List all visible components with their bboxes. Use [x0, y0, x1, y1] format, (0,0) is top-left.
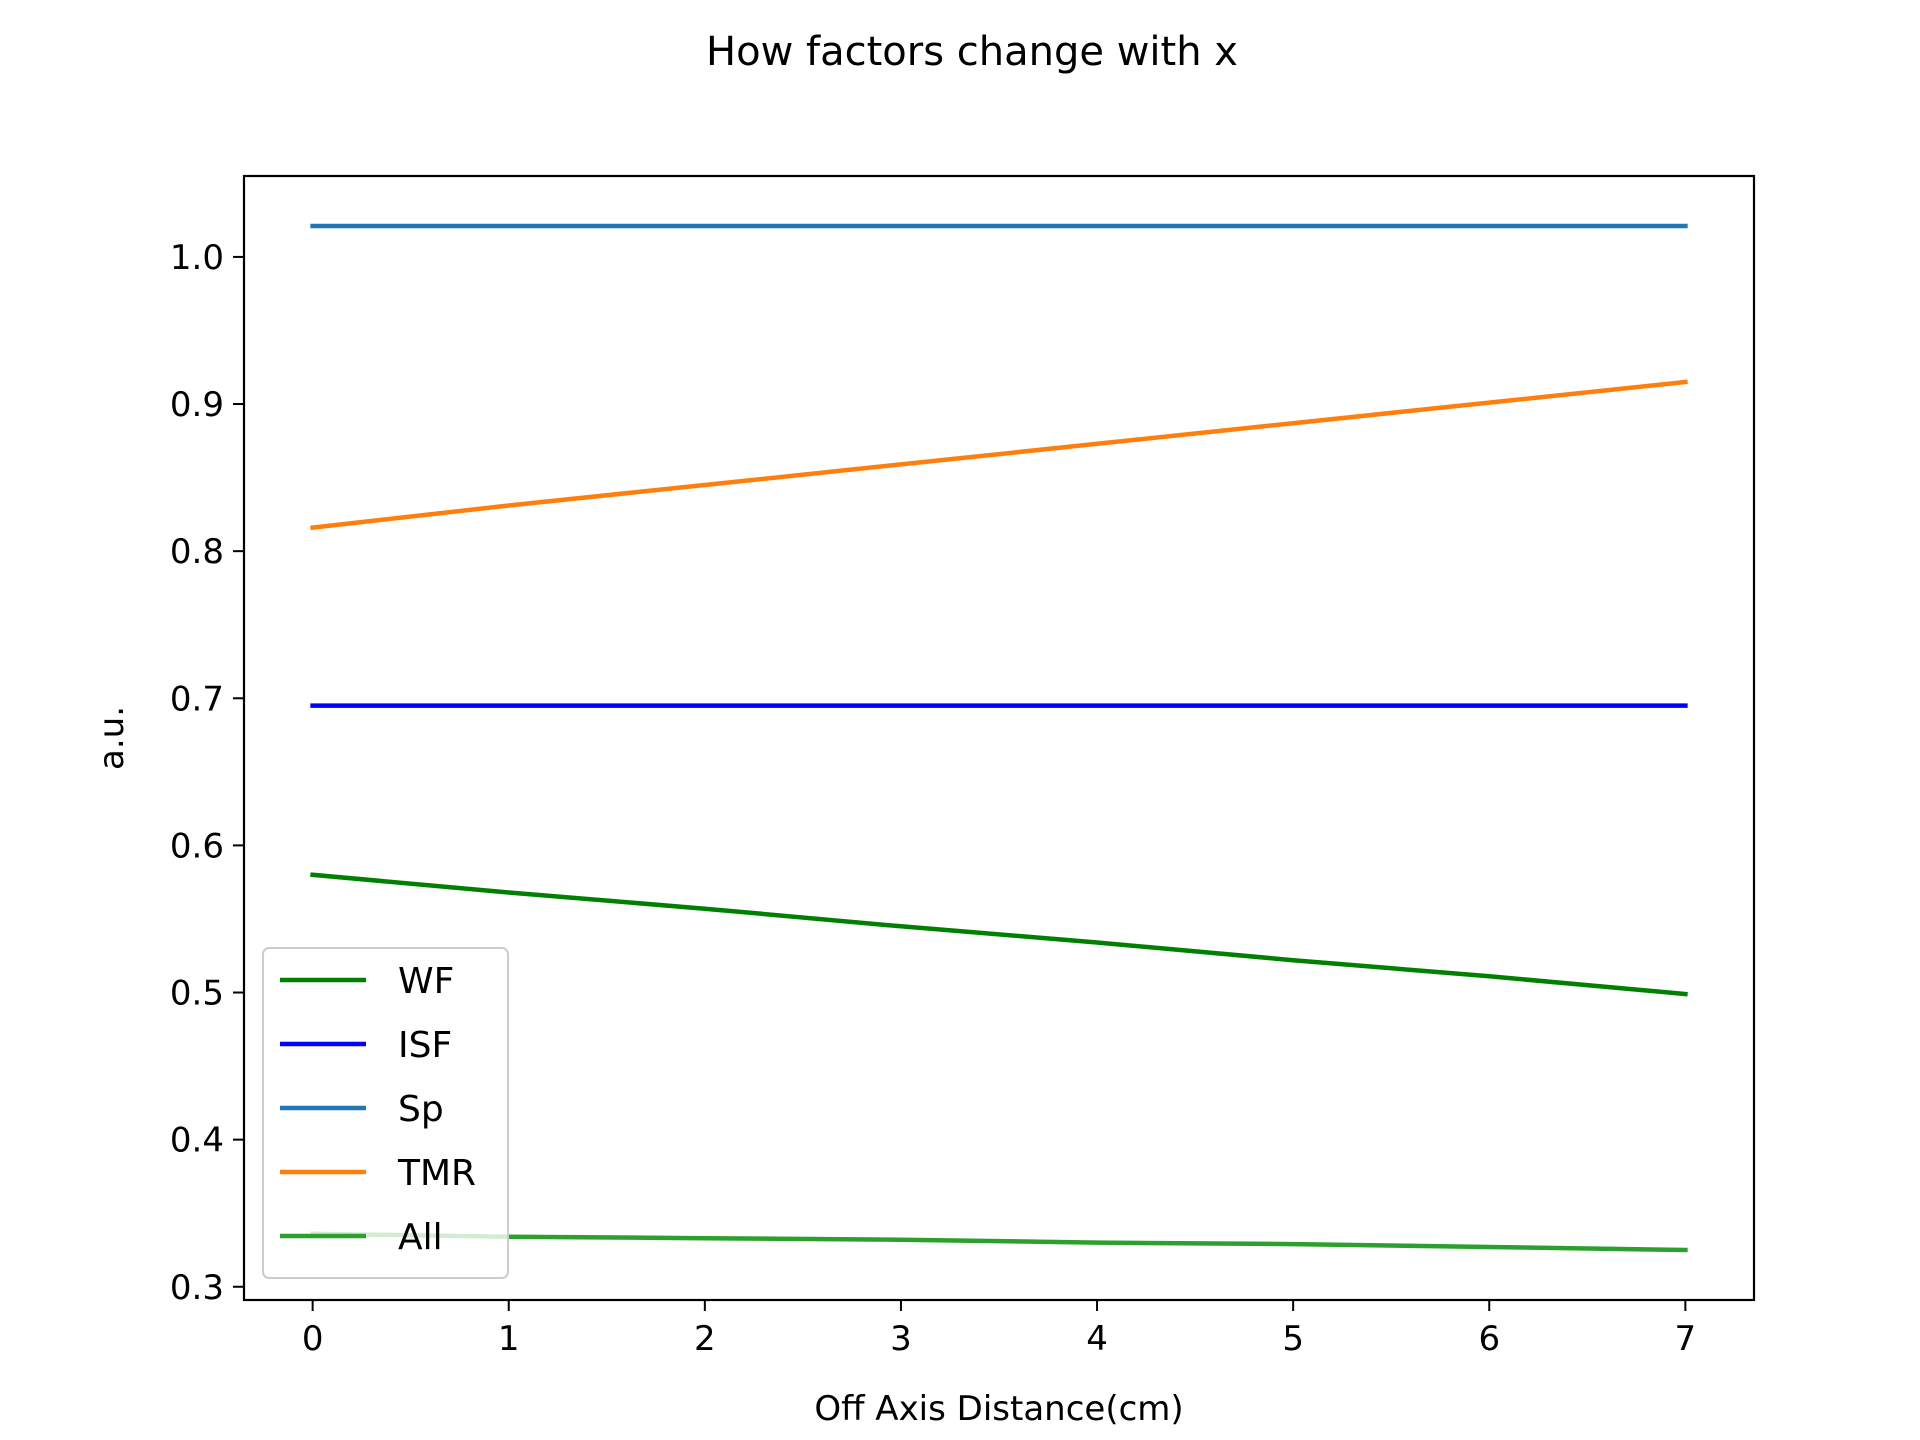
chart-title: How factors change with x — [706, 29, 1238, 75]
x-tick-label: 2 — [694, 1319, 716, 1359]
legend-label-isf: ISF — [398, 1025, 452, 1066]
y-tick-label: 0.3 — [170, 1268, 224, 1308]
y-tick-label: 0.7 — [170, 679, 224, 719]
legend-label-tmr: TMR — [397, 1153, 476, 1194]
series-layer — [310, 223, 1688, 1253]
y-tick-label: 0.8 — [170, 532, 224, 572]
x-axis: 0 1 2 3 4 5 6 7 — [302, 1300, 1696, 1359]
x-tick-label: 4 — [1086, 1319, 1108, 1359]
legend: WF ISF Sp TMR All — [262, 947, 509, 1279]
y-tick-label: 0.5 — [170, 974, 224, 1014]
x-axis-label: Off Axis Distance(cm) — [814, 1389, 1183, 1429]
y-tick-label: 1.0 — [170, 238, 224, 278]
x-tick-label: 6 — [1478, 1319, 1500, 1359]
x-tick-label: 1 — [498, 1319, 520, 1359]
legend-label-wf: WF — [398, 961, 454, 1002]
y-axis-label: a.u. — [92, 706, 132, 770]
y-axis: 0.3 0.4 0.5 0.6 0.7 0.8 0.9 1.0 — [170, 238, 244, 1308]
plot-frame — [242, 174, 1756, 1302]
series-line-all — [310, 1231, 1688, 1253]
x-tick-label: 5 — [1282, 1319, 1304, 1359]
y-tick-label: 0.4 — [170, 1121, 224, 1161]
x-tick-label: 0 — [302, 1319, 324, 1359]
legend-label-all: All — [398, 1217, 443, 1258]
legend-box — [262, 947, 509, 1279]
y-tick-label: 0.6 — [170, 826, 224, 866]
x-tick-label: 7 — [1675, 1319, 1697, 1359]
legend-label-sp: Sp — [398, 1089, 444, 1130]
series-line-wf — [310, 872, 1688, 997]
y-tick-label: 0.9 — [170, 385, 224, 425]
x-tick-label: 3 — [890, 1319, 912, 1359]
series-line-tmr — [310, 379, 1688, 531]
